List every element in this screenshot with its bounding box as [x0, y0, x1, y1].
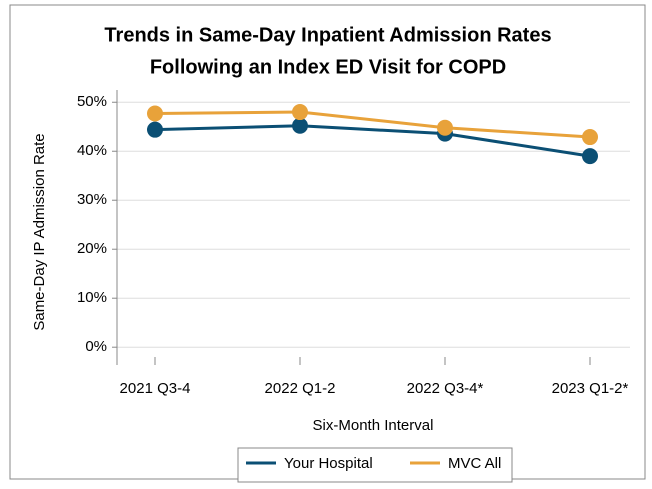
chart-title: Trends in Same-Day Inpatient Admission R…: [104, 24, 551, 46]
x-tick-label: 2022 Q3-4*: [407, 380, 484, 397]
y-tick-label: 50%: [77, 93, 107, 110]
legend-box: [237, 447, 513, 483]
y-tick-label: 30%: [77, 191, 107, 208]
x-tick-label: 2023 Q1-2*: [552, 380, 629, 397]
y-tick-label: 0%: [85, 338, 107, 355]
point: [292, 117, 308, 134]
chart-border: [9, 4, 646, 480]
series-line: [154, 110, 591, 139]
chart-title: Following an Index ED Visit for COPD: [150, 56, 506, 78]
y-tick-label: 10%: [77, 289, 107, 306]
legend-label: Your Hospital: [284, 455, 373, 472]
point: [582, 129, 598, 146]
legend-label: MVC All: [448, 455, 501, 472]
point: [147, 121, 163, 138]
x-tick-label: 2021 Q3-4: [120, 380, 191, 397]
point: [147, 105, 163, 122]
point: [292, 104, 308, 121]
y-tick-label: 40%: [77, 142, 107, 159]
x-axis-label: Six-Month Interval: [313, 417, 434, 434]
series-line: [154, 124, 591, 158]
point: [582, 148, 598, 165]
y-tick-label: 20%: [77, 240, 107, 257]
y-axis-label: Same-Day IP Admission Rate: [31, 133, 48, 330]
x-tick-label: 2022 Q1-2: [265, 380, 336, 397]
point: [437, 119, 453, 136]
